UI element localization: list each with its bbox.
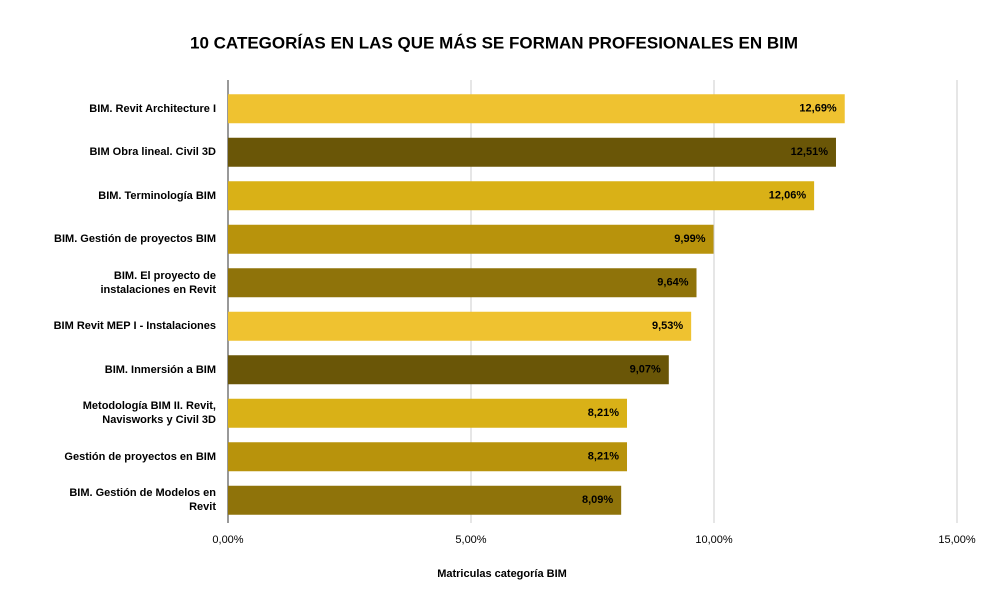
y-tick-label: Metodología BIM II. Revit, Navisworks y … — [82, 400, 216, 427]
x-tick-label: 10,00% — [695, 534, 733, 546]
y-tick-label: BIM. Terminología BIM — [98, 189, 216, 202]
bar — [228, 94, 845, 124]
value-label: 12,69% — [799, 103, 837, 115]
y-tick-label: BIM. El proyecto de instalaciones en Rev… — [100, 269, 216, 296]
value-label: 9,99% — [674, 233, 705, 245]
x-tick-label: 0,00% — [212, 534, 243, 546]
value-label: 12,51% — [791, 146, 829, 158]
bar — [228, 311, 692, 341]
value-label: 9,53% — [652, 320, 683, 332]
y-tick-label: BIM. Revit Architecture I — [89, 102, 216, 115]
bar — [228, 485, 622, 515]
y-tick-label: BIM. Gestión de proyectos BIM — [54, 233, 216, 246]
value-label: 8,21% — [588, 407, 619, 419]
chart-title: 10 CATEGORÍAS EN LAS QUE MÁS SE FORMAN P… — [190, 33, 798, 52]
bar — [228, 224, 714, 254]
x-tick-label: 15,00% — [938, 534, 976, 546]
value-label: 8,21% — [588, 451, 619, 463]
value-label: 9,64% — [657, 277, 688, 289]
bar — [228, 137, 836, 167]
value-label: 9,07% — [630, 364, 661, 376]
value-label: 8,09% — [582, 494, 613, 506]
value-label: 12,06% — [769, 190, 807, 202]
x-axis-label: Matriculas categoría BIM — [437, 568, 567, 580]
y-tick-label: BIM Revit MEP I - Instalaciones — [53, 320, 216, 333]
bar — [228, 398, 628, 428]
bar — [228, 268, 697, 298]
y-tick-label: BIM. Inmersión a BIM — [104, 363, 216, 376]
bar — [228, 442, 628, 472]
y-tick-label: BIM. Gestión de Modelos en Revit — [69, 487, 216, 514]
bar — [228, 181, 815, 211]
x-tick-label: 5,00% — [455, 534, 486, 546]
y-tick-label: BIM Obra lineal. Civil 3D — [89, 146, 216, 159]
bar — [228, 355, 669, 385]
y-tick-label: Gestión de proyectos en BIM — [64, 450, 216, 463]
